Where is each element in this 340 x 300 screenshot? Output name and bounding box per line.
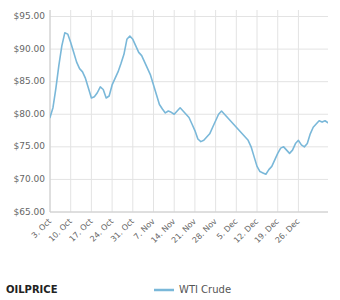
grid-line-x [153,10,154,212]
grid-line-x [91,10,92,212]
grid-line-x [215,10,216,212]
chart: $65.00 $70.00 $75.00 $80.00 $85.00 $90.00 $95.… [0,0,340,300]
x-tick-label: 28. Nov [191,217,219,245]
grid [50,10,328,212]
y-tick-label: $95.00 [14,11,46,21]
grid-line-x [112,10,113,212]
x-tick-label: 26. Dec [274,217,302,245]
legend: WTI Crude [154,284,231,295]
grid-line-x [257,10,258,212]
y-tick-label: $65.00 [14,207,46,217]
grid-line-x [194,10,195,212]
y-tick-label: $90.00 [14,44,46,54]
y-tick-label: $75.00 [14,141,46,151]
y-axis-line [50,10,51,212]
grid-line-y [50,212,328,213]
y-tick-label: $80.00 [14,109,46,119]
legend-swatch [154,289,174,292]
y-tick-label: $70.00 [14,174,46,184]
axes: $65.00 $70.00 $75.00 $80.00 $85.00 $90.00 $95.… [14,10,329,245]
x-axis-line [50,212,328,213]
grid-line-x [298,10,299,212]
plot-area [50,33,328,174]
grid-line-x [174,10,175,212]
legend-label: WTI Crude [179,284,231,295]
series-line [50,33,328,174]
grid-line-x [236,10,237,212]
y-tick-label: $85.00 [14,76,46,86]
x-tick-label: 31. Oct [109,217,136,244]
grid-line-x [277,10,278,212]
annotation: OILPRICE [6,284,58,295]
grid-line-x [50,10,51,212]
